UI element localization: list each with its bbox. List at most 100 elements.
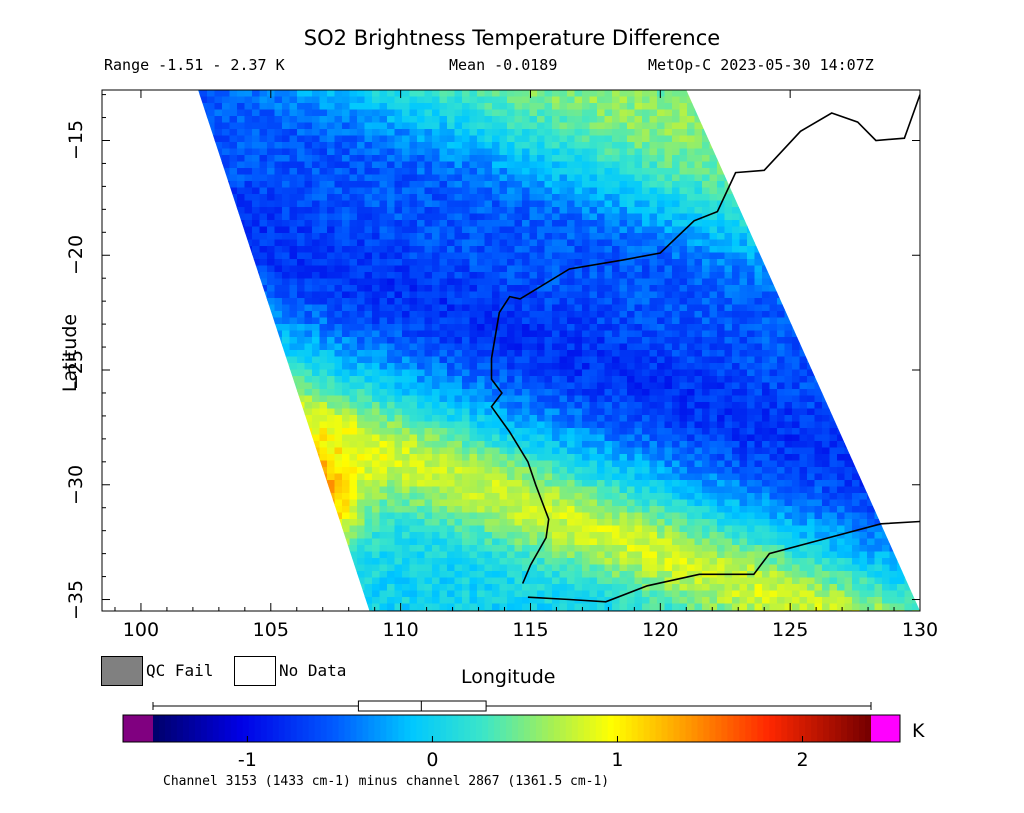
field-cell — [342, 304, 350, 312]
field-cell — [117, 207, 125, 214]
field-cell — [777, 337, 785, 344]
field-cell — [717, 298, 725, 305]
field-cell — [252, 356, 260, 364]
field-cell — [837, 298, 845, 305]
field-cell — [259, 135, 268, 143]
field-cell — [312, 187, 320, 195]
field-cell — [432, 174, 440, 182]
field-cell — [747, 207, 755, 214]
field-cell — [514, 298, 523, 305]
field-cell — [634, 161, 643, 169]
field-cell — [634, 213, 643, 221]
field-cell — [559, 343, 568, 351]
field-cell — [499, 129, 508, 136]
field-cell — [357, 330, 365, 338]
field-cell — [597, 155, 605, 162]
field-cell — [229, 239, 238, 247]
field-cell — [657, 168, 665, 175]
field-cell — [604, 168, 613, 175]
field-cell — [409, 135, 418, 143]
field-cell — [687, 90, 695, 97]
field-cell — [919, 239, 920, 247]
field-cell — [522, 220, 530, 227]
field-cell — [424, 161, 433, 169]
field-cell — [342, 278, 350, 286]
field-cell — [679, 291, 688, 299]
field-cell — [110, 181, 118, 188]
field-cell — [619, 291, 628, 299]
field-cell — [882, 226, 890, 234]
field-cell — [687, 363, 695, 370]
field-cell — [162, 188, 170, 195]
field-cell — [185, 279, 193, 286]
field-cell — [784, 343, 793, 351]
field-cell — [289, 181, 298, 188]
field-cell — [222, 122, 230, 130]
field-cell — [259, 350, 268, 357]
field-cell — [642, 90, 650, 97]
field-cell — [822, 304, 830, 312]
field-cell — [454, 187, 463, 195]
field-cell — [477, 356, 485, 364]
field-cell — [717, 233, 725, 240]
field-cell — [852, 96, 860, 104]
field-cell — [837, 148, 845, 156]
field-cell — [612, 103, 620, 110]
field-cell — [409, 213, 418, 221]
field-cell — [162, 168, 170, 175]
field-cell — [447, 135, 455, 143]
field-cell — [589, 304, 598, 312]
field-cell — [274, 369, 283, 377]
field-cell — [454, 233, 463, 240]
field-cell — [874, 285, 883, 292]
field-cell — [214, 168, 223, 175]
field-cell — [394, 278, 403, 286]
field-cell — [447, 220, 455, 227]
field-cell — [904, 304, 913, 312]
field-cell — [619, 363, 628, 370]
field-cell — [267, 109, 275, 117]
field-cell — [882, 181, 890, 188]
field-cell — [597, 317, 605, 325]
field-cell — [447, 187, 455, 195]
field-cell — [867, 304, 875, 312]
field-cell — [447, 129, 455, 136]
field-cell — [574, 239, 583, 247]
field-cell — [462, 122, 470, 130]
field-cell — [424, 220, 433, 227]
field-cell — [432, 168, 440, 175]
field-cell — [229, 187, 238, 195]
field-cell — [687, 194, 695, 201]
field-cell — [754, 337, 763, 344]
field-cell — [627, 161, 635, 169]
field-cell — [334, 129, 343, 136]
field-cell — [732, 90, 740, 97]
field-cell — [207, 265, 215, 273]
field-cell — [567, 376, 575, 383]
field-cell — [867, 324, 875, 331]
field-cell — [304, 317, 313, 325]
field-cell — [724, 109, 733, 117]
field-cell — [762, 220, 770, 227]
field-cell — [582, 304, 590, 312]
field-cell — [844, 109, 853, 117]
field-cell — [177, 97, 185, 104]
field-cell — [522, 311, 530, 318]
field-cell — [694, 350, 703, 357]
field-cell — [799, 291, 808, 299]
field-cell — [552, 129, 560, 136]
field-cell — [147, 116, 155, 123]
field-cell — [604, 337, 613, 344]
field-cell — [814, 259, 823, 266]
field-cell — [214, 90, 223, 97]
field-cell — [619, 369, 628, 377]
field-cell — [147, 227, 155, 234]
field-cell — [334, 285, 343, 292]
field-cell — [807, 298, 815, 305]
field-cell — [110, 116, 118, 123]
field-cell — [634, 350, 643, 357]
field-cell — [897, 161, 905, 169]
field-cell — [672, 233, 680, 240]
field-cell — [604, 363, 613, 370]
field-cell — [304, 376, 313, 383]
